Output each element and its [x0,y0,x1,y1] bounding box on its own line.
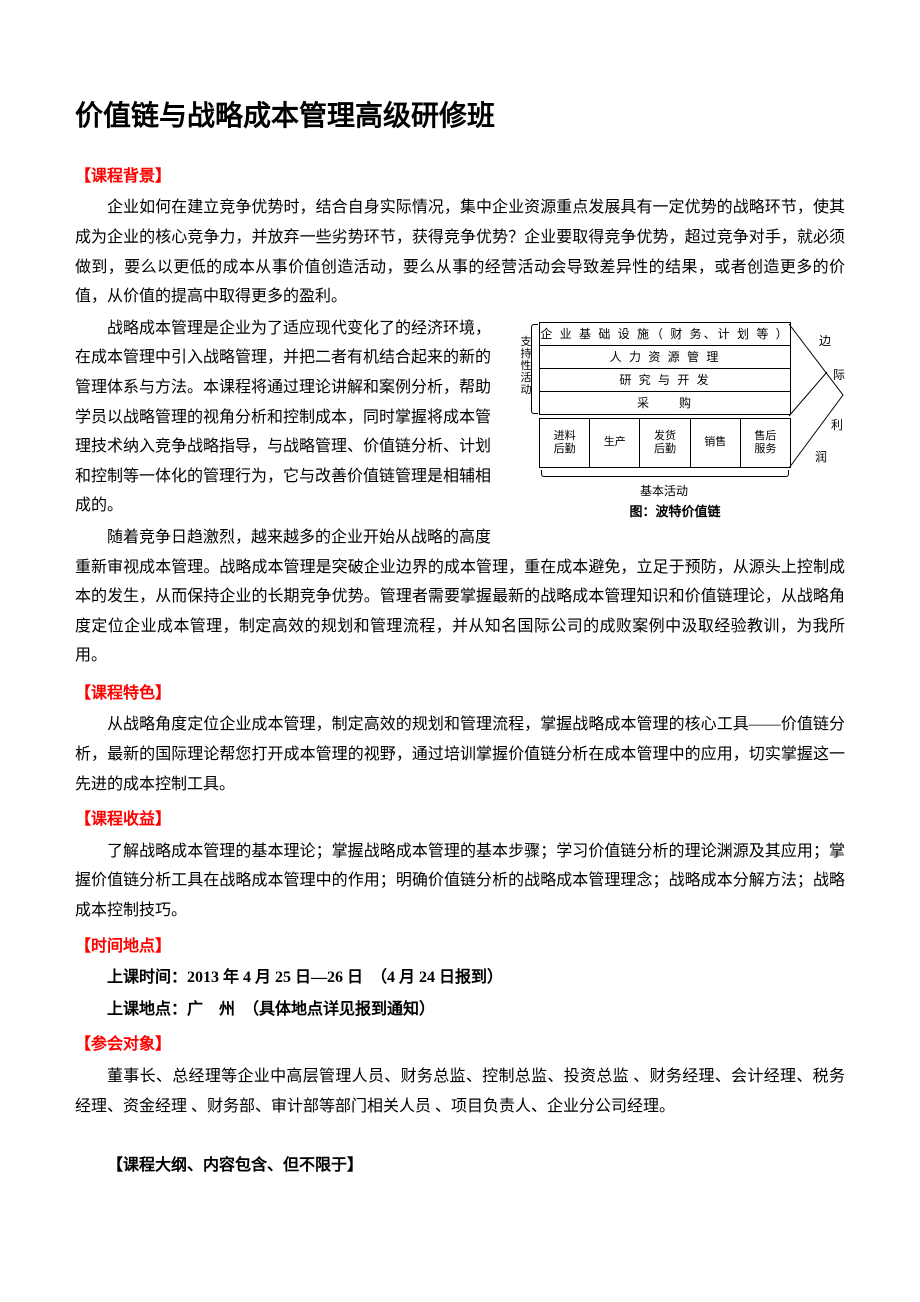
primary-row: 进料后勤 生产 发货后勤 销售 售后服务 [539,418,791,468]
support-rows: 企 业 基 础 设 施（ 财 务、计 划 等 ） 人 力 资 源 管 理 研 究… [539,322,791,415]
section-schedule: 【时间地点】 [75,932,845,962]
primary-1: 生产 [590,419,640,467]
section-audience: 【参会对象】 [75,1030,845,1060]
section-background: 【课程背景】 [75,162,845,192]
feature-para: 从战略角度定位企业成本管理，制定高效的规划和管理流程，掌握战略成本管理的核心工具… [75,710,845,799]
support-row-2: 研 究 与 开 发 [540,369,790,392]
primary-label: 基本活动 [539,480,789,502]
schedule-time: 上课时间：2013 年 4 月 25 日—26 日 （4 月 24 日报到） [75,963,845,993]
section-benefit: 【课程收益】 [75,805,845,835]
support-label: 支持性活动 [519,336,533,396]
benefit-para: 了解战略成本管理的基本理论；掌握战略成本管理的基本步骤；学习价值链分析的理论渊源… [75,837,845,926]
bg-para-3: 随着竞争日趋激烈，越来越多的企业开始从战略的高度重新审视成本管理。战略成本管理是… [75,523,845,671]
support-row-3: 采 购 [540,392,790,414]
primary-4: 售后服务 [741,419,790,467]
section-outline: 【课程大纲、内容包含、但不限于】 [75,1151,845,1181]
primary-0: 进料后勤 [540,419,590,467]
margin-arrow [787,320,845,470]
section-feature: 【课程特色】 [75,679,845,709]
schedule-place: 上课地点：广 州 （具体地点详见报到通知） [75,995,845,1025]
support-row-1: 人 力 资 源 管 理 [540,346,790,369]
porter-caption: 图：波特价值链 [505,500,845,524]
primary-3: 销售 [691,419,741,467]
primary-2: 发货后勤 [640,419,690,467]
brace-primary [541,470,789,477]
audience-para: 董事长、总经理等企业中高层管理人员、财务总监、控制总监、投资总监 、财务经理、会… [75,1062,845,1121]
bg-wrap: 支持性活动 企 业 基 础 设 施（ 财 务、计 划 等 ） 人 力 资 源 管… [75,314,845,673]
bg-para-1: 企业如何在建立竞争优势时，结合自身实际情况，集中企业资源重点发展具有一定优势的战… [75,193,845,311]
porter-diagram: 支持性活动 企 业 基 础 设 施（ 财 务、计 划 等 ） 人 力 资 源 管… [505,318,845,498]
porter-figure: 支持性活动 企 业 基 础 设 施（ 财 务、计 划 等 ） 人 力 资 源 管… [505,318,845,524]
page-title: 价值链与战略成本管理高级研修班 [75,90,845,142]
support-row-0: 企 业 基 础 设 施（ 财 务、计 划 等 ） [540,323,790,346]
